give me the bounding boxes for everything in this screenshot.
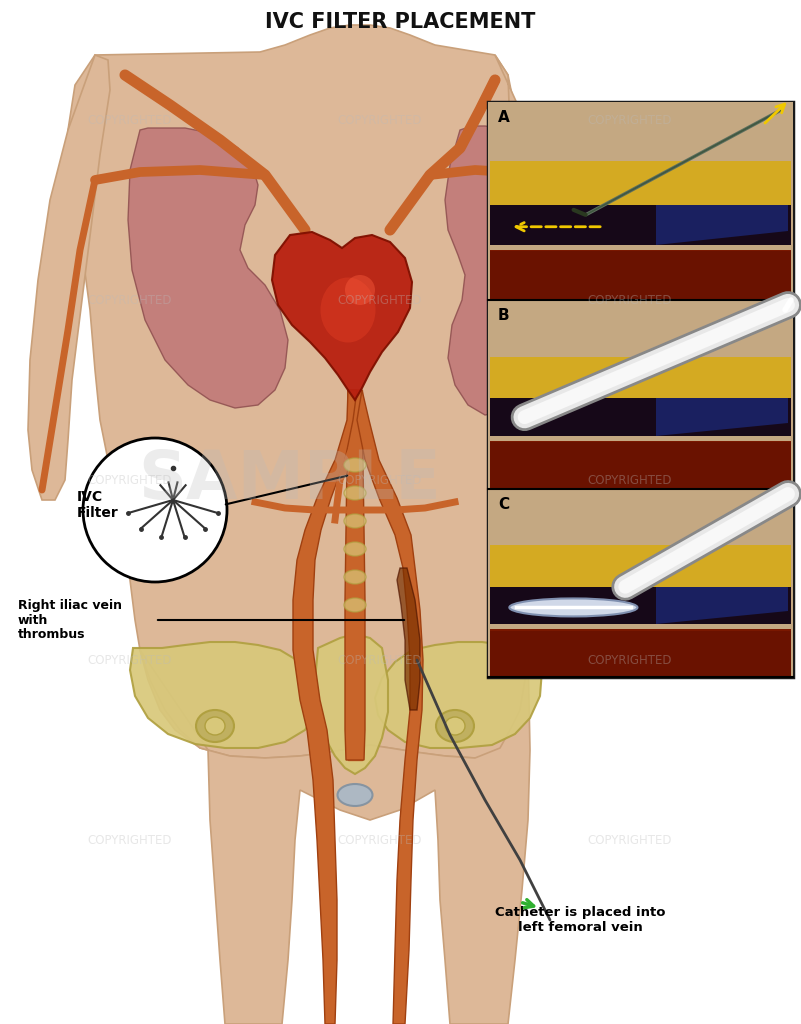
Text: A: A: [498, 110, 509, 125]
Text: Catheter is placed into
left femoral vein: Catheter is placed into left femoral vei…: [495, 906, 666, 934]
Ellipse shape: [344, 458, 366, 472]
Polygon shape: [656, 587, 788, 625]
Text: COPYRIGHTED: COPYRIGHTED: [88, 834, 172, 847]
Text: COPYRIGHTED: COPYRIGHTED: [338, 473, 422, 486]
Bar: [490, 398, 791, 436]
Ellipse shape: [436, 710, 474, 742]
Text: B: B: [498, 308, 509, 323]
Bar: [490, 630, 791, 636]
Bar: [488, 102, 793, 677]
Ellipse shape: [509, 598, 638, 616]
Polygon shape: [656, 205, 788, 245]
Ellipse shape: [344, 542, 366, 556]
Text: C: C: [498, 497, 509, 512]
Text: COPYRIGHTED: COPYRIGHTED: [88, 114, 172, 127]
Ellipse shape: [320, 278, 376, 342]
Ellipse shape: [196, 710, 234, 742]
Polygon shape: [375, 642, 542, 748]
Polygon shape: [357, 390, 423, 1024]
Polygon shape: [293, 390, 357, 1024]
Bar: [490, 631, 791, 677]
Polygon shape: [128, 128, 288, 408]
Bar: [488, 300, 793, 489]
Text: COPYRIGHTED: COPYRIGHTED: [88, 294, 172, 306]
Text: IVC FILTER PLACEMENT: IVC FILTER PLACEMENT: [265, 12, 535, 32]
Text: COPYRIGHTED: COPYRIGHTED: [88, 653, 172, 667]
Text: COPYRIGHTED: COPYRIGHTED: [588, 834, 672, 847]
Bar: [490, 587, 791, 625]
Text: Right iliac vein
with
thrombus: Right iliac vein with thrombus: [18, 598, 122, 641]
Bar: [488, 489, 793, 677]
Bar: [490, 356, 791, 398]
Polygon shape: [130, 642, 318, 748]
Polygon shape: [345, 390, 365, 760]
Polygon shape: [28, 55, 110, 500]
Text: COPYRIGHTED: COPYRIGHTED: [588, 653, 672, 667]
Text: SAMPLE: SAMPLE: [139, 447, 441, 513]
Polygon shape: [445, 126, 522, 415]
Polygon shape: [656, 398, 788, 436]
Polygon shape: [397, 568, 420, 710]
Bar: [490, 162, 791, 205]
Bar: [490, 442, 791, 489]
Polygon shape: [495, 55, 548, 510]
Ellipse shape: [205, 717, 225, 735]
Ellipse shape: [345, 275, 375, 305]
Text: COPYRIGHTED: COPYRIGHTED: [588, 294, 672, 306]
Ellipse shape: [344, 598, 366, 612]
Ellipse shape: [337, 784, 372, 806]
Text: COPYRIGHTED: COPYRIGHTED: [88, 473, 172, 486]
Ellipse shape: [344, 486, 366, 500]
Ellipse shape: [344, 514, 366, 528]
Text: COPYRIGHTED: COPYRIGHTED: [338, 294, 422, 306]
Polygon shape: [140, 650, 530, 1024]
Ellipse shape: [445, 717, 465, 735]
Text: COPYRIGHTED: COPYRIGHTED: [338, 834, 422, 847]
Bar: [490, 546, 791, 587]
Bar: [490, 250, 791, 256]
Ellipse shape: [344, 570, 366, 584]
Bar: [490, 441, 791, 447]
Polygon shape: [68, 25, 540, 758]
Circle shape: [83, 438, 227, 582]
Text: COPYRIGHTED: COPYRIGHTED: [588, 473, 672, 486]
Text: COPYRIGHTED: COPYRIGHTED: [588, 114, 672, 127]
Text: COPYRIGHTED: COPYRIGHTED: [338, 653, 422, 667]
Bar: [490, 205, 791, 245]
Bar: [490, 251, 791, 300]
Polygon shape: [272, 232, 412, 400]
Text: COPYRIGHTED: COPYRIGHTED: [338, 114, 422, 127]
Bar: [488, 102, 793, 300]
Text: IVC
Filter: IVC Filter: [77, 489, 119, 520]
Polygon shape: [315, 634, 388, 774]
